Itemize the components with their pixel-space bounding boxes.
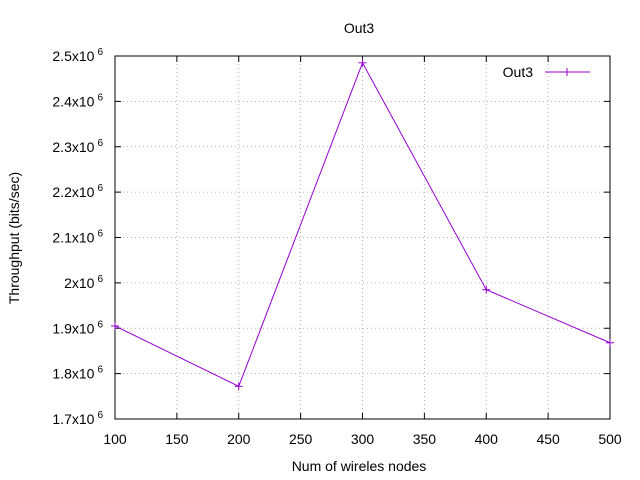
y-axis-label: Throughput (bits/sec) xyxy=(6,172,22,304)
x-tick-label: 200 xyxy=(227,431,251,447)
y-tick-label: 2.2x10 6 xyxy=(52,183,103,200)
y-tick-label: 1.9x10 6 xyxy=(52,319,103,336)
y-tick-label: 2.1x10 6 xyxy=(52,229,103,246)
y-tick-label: 2.4x10 6 xyxy=(52,92,103,109)
x-tick-label: 350 xyxy=(413,431,437,447)
data-point xyxy=(606,338,614,347)
x-tick-label: 250 xyxy=(289,431,313,447)
x-tick-label: 150 xyxy=(165,431,189,447)
x-tick-label: 450 xyxy=(536,431,560,447)
y-tick-label: 1.7x10 6 xyxy=(52,410,103,427)
x-axis-label: Num of wireles nodes xyxy=(292,458,427,474)
y-tick-label: 2.5x10 6 xyxy=(52,47,103,64)
data-point xyxy=(111,321,119,330)
legend-marker xyxy=(563,68,571,76)
chart-title: Out3 xyxy=(344,20,375,36)
x-tick-label: 100 xyxy=(103,431,127,447)
data-point xyxy=(234,382,243,391)
grid-lines xyxy=(115,56,610,419)
y-tick-label: 1.8x10 6 xyxy=(52,365,103,382)
data-point xyxy=(482,285,491,294)
x-tick-label: 300 xyxy=(351,431,375,447)
y-axis: 1.7x10 6 1.8x10 6 1.9x10 6 2x10 6 2.1x10 6 2.2x10 6… xyxy=(52,47,610,427)
x-axis: 100 150 200 250 300 350 400 450 500 xyxy=(103,56,622,447)
y-tick-label: 2x10 6 xyxy=(64,274,103,291)
legend: Out3 xyxy=(503,64,590,80)
legend-label-out3: Out3 xyxy=(503,64,534,80)
data-point xyxy=(358,58,367,67)
series-out3 xyxy=(111,58,614,391)
x-tick-label: 400 xyxy=(475,431,499,447)
y-tick-label: 2.3x10 6 xyxy=(52,138,103,155)
x-tick-label: 500 xyxy=(598,431,622,447)
